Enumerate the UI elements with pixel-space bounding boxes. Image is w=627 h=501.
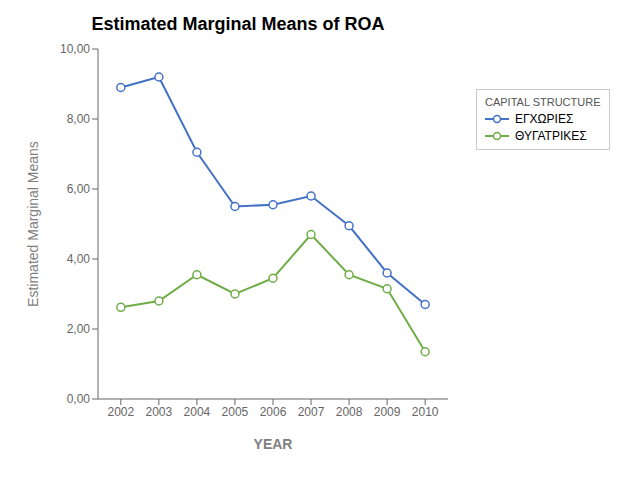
svg-text:Estimated Marginal Means: Estimated Marginal Means <box>25 141 41 307</box>
html-text:CAPITAL STRUCTURE: CAPITAL STRUCTURE <box>485 96 601 108</box>
svg-text:8,00: 8,00 <box>67 112 91 126</box>
svg-text:YEAR: YEAR <box>254 436 293 452</box>
svg-text:2010: 2010 <box>412 405 439 419</box>
svg-text:10,00: 10,00 <box>60 42 90 56</box>
svg-text:2,00: 2,00 <box>67 322 91 336</box>
html-text:ΘΥΓΑΤΡΙΚΕΣ: ΘΥΓΑΤΡΙΚΕΣ <box>515 129 587 143</box>
svg-text:2004: 2004 <box>184 405 211 419</box>
svg-text:4,00: 4,00 <box>67 252 91 266</box>
svg-text:2002: 2002 <box>107 405 134 419</box>
svg-text:6,00: 6,00 <box>67 182 91 196</box>
svg-text:2007: 2007 <box>298 405 325 419</box>
svg-text:2006: 2006 <box>260 405 287 419</box>
svg-text:2005: 2005 <box>222 405 249 419</box>
svg-text:2009: 2009 <box>374 405 401 419</box>
svg-text:2008: 2008 <box>336 405 363 419</box>
html-text:Estimated Marginal Means of RO: Estimated Marginal Means of ROA <box>91 14 385 34</box>
html-text:ΕΓΧΩΡΙΕΣ: ΕΓΧΩΡΙΕΣ <box>515 112 574 126</box>
svg-text:0,00: 0,00 <box>67 392 91 406</box>
svg-text:2003: 2003 <box>146 405 173 419</box>
